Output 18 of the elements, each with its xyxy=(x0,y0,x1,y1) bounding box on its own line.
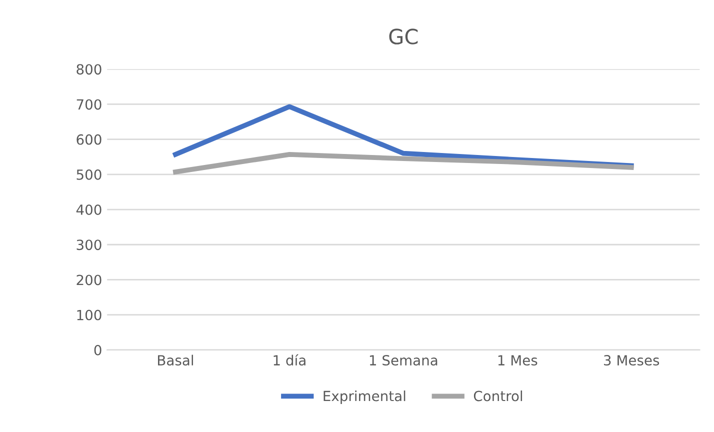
y-tick-label: 200 xyxy=(76,274,102,286)
legend-label: Exprimental xyxy=(324,390,406,404)
x-tick-label: 1 Mes xyxy=(498,355,538,366)
y-tick-label: 500 xyxy=(76,169,102,180)
y-tick-label: 800 xyxy=(76,64,102,75)
y-tick-label: 600 xyxy=(76,134,102,145)
chart-title: GC xyxy=(389,28,418,44)
x-tick-label: 3 Meses xyxy=(604,355,660,366)
y-tick-label: 300 xyxy=(76,240,102,250)
y-tick-label: 0 xyxy=(94,344,102,356)
legend-label: Control xyxy=(474,390,522,402)
y-tick-label: 100 xyxy=(77,310,102,320)
y-tick-label: 700 xyxy=(76,99,102,110)
x-tick-label: 1 Semana xyxy=(370,355,438,366)
x-tick-label: Basal xyxy=(158,354,193,366)
line-series xyxy=(173,152,634,174)
x-tick-label: 1 día xyxy=(274,354,306,366)
y-tick-label: 400 xyxy=(76,204,102,215)
